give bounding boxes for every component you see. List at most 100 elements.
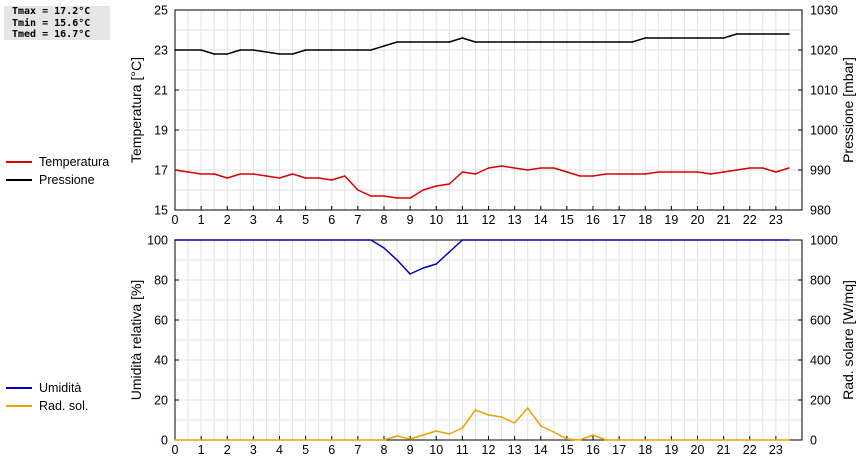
data-point: [539, 41, 542, 43]
data-point: [370, 239, 372, 241]
data-point: [644, 37, 647, 39]
data-point: [526, 407, 529, 409]
data-point: [357, 189, 359, 191]
data-point: [383, 195, 385, 197]
data-point: [487, 167, 490, 169]
data-point: [474, 409, 477, 411]
x-tick-label: 0: [172, 443, 179, 457]
data-point: [566, 438, 568, 440]
data-point: [553, 431, 555, 433]
data-point: [422, 189, 424, 191]
x-tick-label: 19: [664, 213, 678, 227]
x-tick-label: 17: [612, 213, 626, 227]
x-tick-label: 22: [743, 213, 757, 227]
y2-tick-label: 200: [810, 394, 831, 408]
stats-box: Tmax = 17.2°C Tmin = 15.6°C Tmed = 16.7°…: [4, 6, 110, 40]
data-point: [448, 433, 451, 435]
data-point: [213, 53, 215, 55]
data-point: [409, 273, 411, 275]
data-point: [317, 49, 320, 51]
x-tick-label: 12: [482, 213, 496, 227]
data-point: [748, 167, 751, 169]
data-point: [474, 173, 477, 175]
x-tick-label: 6: [328, 443, 335, 457]
data-point: [174, 169, 176, 171]
data-point: [775, 33, 777, 35]
data-point: [291, 53, 294, 55]
y-tick-label: 17: [154, 164, 168, 178]
y2-axis-label: Rad. solare [W/mq]: [840, 280, 856, 400]
data-point: [435, 185, 438, 187]
y-tick-label: 23: [154, 44, 168, 58]
y2-axis-label: Pressione [mbar]: [840, 57, 856, 163]
data-point: [474, 41, 477, 43]
y-tick-label: 0: [161, 434, 168, 448]
data-point: [278, 53, 281, 55]
data-point: [422, 267, 424, 269]
legend-item-rad-sol: Rad. sol.: [6, 397, 88, 415]
stat-tmax: Tmax = 17.2°C: [12, 6, 91, 17]
x-tick-label: 13: [508, 213, 522, 227]
data-point: [396, 41, 398, 43]
data-point: [553, 167, 555, 169]
x-tick-label: 6: [328, 213, 335, 227]
x-tick-label: 1: [198, 443, 205, 457]
data-point: [304, 49, 307, 51]
data-point: [487, 414, 490, 416]
data-point: [539, 425, 542, 427]
x-tick-label: 18: [638, 213, 652, 227]
data-point: [422, 434, 424, 436]
x-tick-label: 11: [456, 443, 469, 457]
x-tick-label: 4: [276, 213, 283, 227]
data-point: [317, 177, 320, 179]
x-tick-label: 8: [381, 213, 388, 227]
data-point: [735, 33, 738, 35]
y-tick-label: 60: [154, 314, 168, 328]
y-tick-label: 100: [147, 234, 168, 248]
legend-label: Pressione: [39, 173, 95, 187]
data-point: [644, 173, 647, 175]
y2-tick-label: 990: [810, 164, 831, 178]
data-point: [252, 173, 255, 175]
data-point: [592, 175, 594, 177]
data-point: [174, 49, 176, 51]
data-point: [435, 430, 438, 432]
y2-tick-label: 400: [810, 354, 831, 368]
data-point: [605, 439, 607, 441]
data-point: [579, 439, 581, 441]
data-point: [291, 173, 294, 175]
legend-swatch: [6, 405, 32, 407]
legend-label: Temperatura: [39, 155, 110, 169]
data-point: [357, 49, 359, 51]
data-point: [513, 422, 516, 424]
data-point: [187, 171, 189, 173]
data-point: [526, 169, 529, 171]
x-tick-label: 20: [691, 443, 705, 457]
data-point: [618, 173, 620, 175]
data-point: [409, 41, 411, 43]
data-point: [174, 239, 176, 241]
data-point: [461, 37, 464, 39]
x-tick-label: 19: [664, 443, 678, 457]
data-point: [383, 247, 385, 249]
data-point: [396, 435, 398, 437]
data-point: [618, 41, 620, 43]
data-point: [775, 171, 777, 173]
data-point: [370, 195, 372, 197]
y2-tick-label: 600: [810, 314, 831, 328]
x-tick-label: 8: [381, 443, 388, 457]
x-tick-label: 5: [302, 443, 309, 457]
data-point: [788, 33, 790, 35]
legend-bottom: Umidità Rad. sol.: [6, 379, 88, 415]
data-point: [448, 251, 451, 253]
data-point: [435, 41, 438, 43]
data-point: [265, 175, 268, 177]
y-tick-label: 15: [154, 204, 168, 218]
data-point: [239, 49, 242, 51]
stat-tmed: Tmed = 16.7°C: [12, 29, 91, 40]
data-point: [696, 37, 699, 39]
x-tick-label: 16: [586, 443, 600, 457]
data-point: [566, 41, 568, 43]
data-point: [748, 33, 751, 35]
